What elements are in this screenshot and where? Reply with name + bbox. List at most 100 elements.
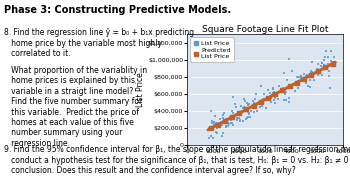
List Price xyxy=(265,88,271,91)
List Price xyxy=(236,117,241,119)
List Price xyxy=(211,123,217,126)
List Price xyxy=(268,97,274,100)
List Price xyxy=(253,93,258,96)
List Price xyxy=(298,78,303,81)
List Price xyxy=(260,99,265,102)
List Price xyxy=(229,118,234,121)
List Price xyxy=(328,50,334,52)
List Price xyxy=(308,70,314,73)
List Price xyxy=(304,74,309,76)
List Price xyxy=(272,102,278,105)
List Price xyxy=(274,93,279,96)
List Price xyxy=(242,99,248,102)
List Price xyxy=(307,85,313,88)
List Price xyxy=(296,76,302,78)
List Price xyxy=(308,69,314,72)
List Price xyxy=(286,100,292,103)
List Price xyxy=(329,59,334,62)
List Price xyxy=(282,92,288,95)
List Price xyxy=(233,106,239,109)
List Price xyxy=(308,70,314,73)
List Price xyxy=(237,119,243,122)
List Price xyxy=(245,111,251,113)
List Price xyxy=(286,97,292,100)
List Price xyxy=(230,96,236,98)
Point xyxy=(215,123,220,126)
List Price xyxy=(311,74,316,77)
List Price xyxy=(225,125,231,128)
Text: 9. Find the 95% confidence interval for β₁, the slope of the population linear r: 9. Find the 95% confidence interval for … xyxy=(4,145,350,175)
List Price xyxy=(247,103,252,106)
List Price xyxy=(270,87,276,90)
List Price xyxy=(309,70,315,73)
List Price xyxy=(326,69,331,72)
List Price xyxy=(219,135,225,137)
List Price xyxy=(295,75,300,78)
List Price xyxy=(319,74,324,77)
List Price xyxy=(321,64,327,67)
List Price xyxy=(251,99,256,102)
List Price xyxy=(214,122,219,125)
List Price xyxy=(212,124,218,127)
List Price xyxy=(236,112,241,114)
List Price xyxy=(226,122,231,125)
List Price xyxy=(246,112,252,115)
List Price xyxy=(211,121,217,124)
List Price xyxy=(325,55,331,58)
List Price xyxy=(275,98,280,101)
List Price xyxy=(292,89,298,92)
Legend: List Price, Predicted
List Price: List Price, Predicted List Price xyxy=(190,37,234,62)
List Price xyxy=(276,85,282,88)
List Price xyxy=(321,67,326,69)
List Price xyxy=(283,90,288,93)
List Price xyxy=(234,117,240,119)
List Price xyxy=(229,122,234,125)
List Price xyxy=(291,83,296,85)
Point xyxy=(330,62,335,65)
List Price xyxy=(260,104,265,107)
List Price xyxy=(252,98,257,101)
List Price xyxy=(319,62,325,65)
Title: Square Footage Line Fit Plot: Square Footage Line Fit Plot xyxy=(202,24,328,34)
List Price xyxy=(213,131,219,134)
Point xyxy=(323,66,328,69)
List Price xyxy=(251,111,257,113)
List Price xyxy=(240,107,245,109)
List Price xyxy=(323,50,329,53)
List Price xyxy=(319,62,325,64)
List Price xyxy=(316,68,322,71)
List Price xyxy=(258,85,264,88)
List Price xyxy=(282,99,287,102)
Point xyxy=(258,100,264,103)
List Price xyxy=(232,103,238,106)
List Price xyxy=(220,131,226,134)
List Price xyxy=(242,109,248,111)
List Price xyxy=(298,75,304,77)
List Price xyxy=(206,137,212,140)
Point xyxy=(237,112,242,115)
List Price xyxy=(270,86,275,89)
List Price xyxy=(227,115,232,118)
Point xyxy=(244,108,249,111)
List Price xyxy=(257,106,263,109)
List Price xyxy=(271,99,277,102)
List Price xyxy=(251,102,257,104)
Point xyxy=(280,89,285,92)
List Price xyxy=(271,90,277,93)
List Price xyxy=(315,73,321,76)
Point xyxy=(251,104,257,107)
Point xyxy=(308,74,314,76)
List Price xyxy=(241,97,247,100)
List Price xyxy=(315,67,320,70)
List Price xyxy=(244,102,250,105)
List Price xyxy=(261,93,267,96)
List Price xyxy=(231,111,236,114)
List Price xyxy=(212,115,217,117)
List Price xyxy=(224,126,229,129)
List Price xyxy=(295,87,301,90)
Point xyxy=(265,96,271,99)
List Price xyxy=(281,72,287,75)
List Price xyxy=(329,63,334,66)
List Price xyxy=(244,117,249,120)
Y-axis label: List Price: List Price xyxy=(136,72,145,107)
